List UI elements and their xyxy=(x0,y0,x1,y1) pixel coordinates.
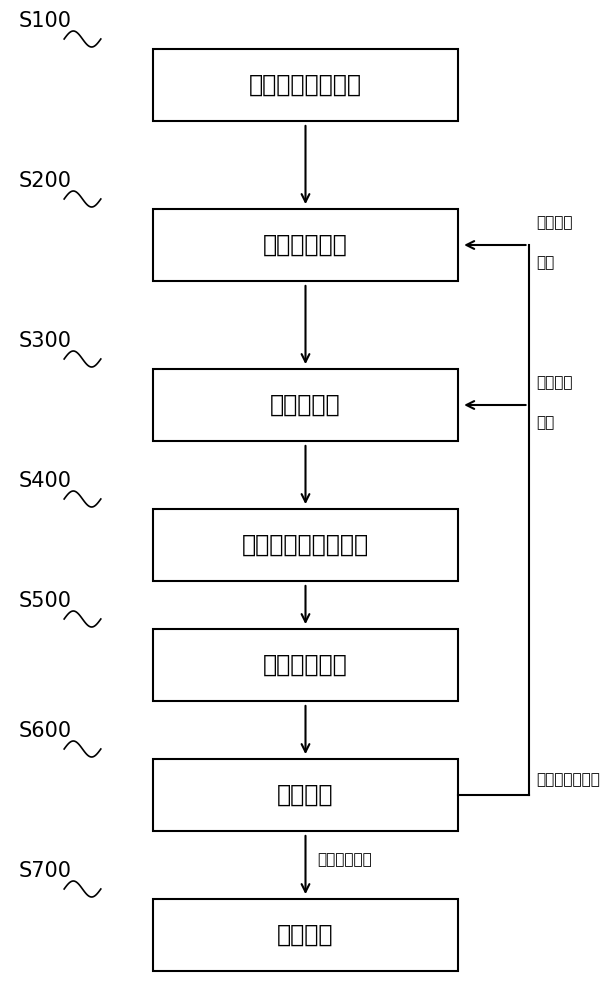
Text: 合金成呖: 合金成呖 xyxy=(536,375,573,390)
Text: 铸造成型: 铸造成型 xyxy=(277,923,334,947)
Text: S300: S300 xyxy=(18,331,71,351)
Text: 合金成分: 合金成分 xyxy=(536,216,573,231)
Text: 搅拌扒渣、排气精炼: 搅拌扒渣、排气精炼 xyxy=(242,533,369,557)
Text: S100: S100 xyxy=(18,11,71,31)
FancyBboxPatch shape xyxy=(153,759,458,831)
Text: S500: S500 xyxy=(18,591,71,611)
FancyBboxPatch shape xyxy=(153,509,458,581)
Text: S600: S600 xyxy=(18,721,71,741)
Text: S400: S400 xyxy=(18,471,71,491)
Text: 真空静置排气: 真空静置排气 xyxy=(263,653,348,677)
FancyBboxPatch shape xyxy=(153,629,458,701)
Text: 取样分析: 取样分析 xyxy=(277,783,334,807)
Text: S200: S200 xyxy=(18,171,71,191)
Text: 过高: 过高 xyxy=(536,255,554,270)
Text: 添加合金料: 添加合金料 xyxy=(270,393,341,417)
FancyBboxPatch shape xyxy=(153,899,458,971)
Text: 过低: 过低 xyxy=(536,416,554,430)
Text: 不符合设计要求: 不符合设计要求 xyxy=(536,772,600,788)
Text: 符合设计要求: 符合设计要求 xyxy=(318,852,373,867)
Text: S700: S700 xyxy=(18,861,71,881)
Text: 提供铝料和合金料: 提供铝料和合金料 xyxy=(249,73,362,97)
FancyBboxPatch shape xyxy=(153,209,458,281)
Text: 加入所述铝料: 加入所述铝料 xyxy=(263,233,348,257)
FancyBboxPatch shape xyxy=(153,49,458,121)
FancyBboxPatch shape xyxy=(153,369,458,441)
